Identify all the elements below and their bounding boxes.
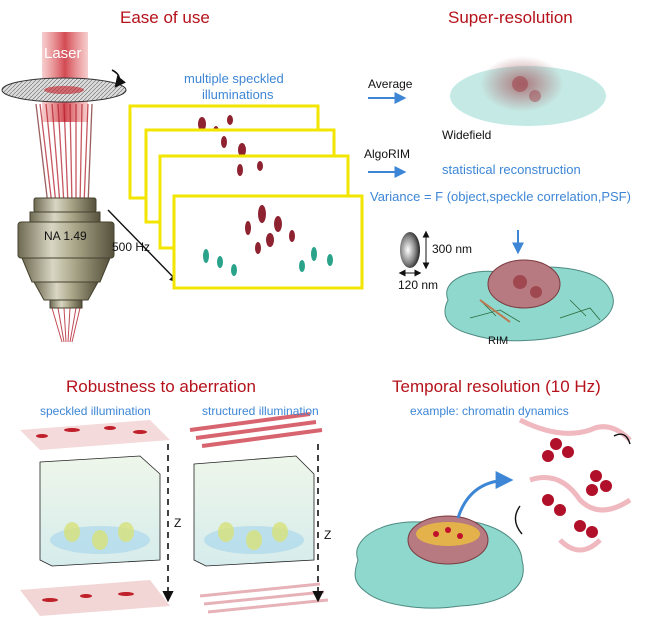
speckle-beam [35,103,93,206]
rim-label: RIM [488,335,509,347]
statistical-reconstruction-label: statistical reconstruction [442,162,581,177]
structured-tissue [189,412,329,614]
psf-ellipsoid [398,230,430,277]
super-resolution-title: Super-resolution [448,8,573,27]
algorim-label: AlgoRIM [364,147,411,161]
ease-of-use-title: Ease of use [120,8,210,27]
frequency-label: 500 Hz [112,240,151,254]
frequency-arrow [107,209,180,284]
zoom-arrow [456,471,514,519]
speckled-illumination-label: speckled illumination [40,404,151,418]
focused-beam [51,307,81,343]
lateral-size-label: 120 nm [398,278,439,292]
speckle-frame-stack [128,104,364,290]
average-label: Average [368,77,413,91]
widefield-label: Widefield [442,128,492,142]
rotation-arrow-icon [111,69,126,88]
speckled-tissue [20,420,170,616]
objective-lens [17,197,115,309]
robustness-title: Robustness to aberration [66,377,256,396]
structured-illumination-label: structured illumination [202,404,319,418]
axial-size-label: 300 nm [432,242,473,256]
diffuser-disk [1,77,127,103]
dynamic-cell [354,515,524,609]
variance-formula: Variance = F (object,speckle correlation… [370,189,631,204]
z-axis-arrows [162,444,324,603]
objective-label: NA 1.49 [44,229,87,243]
chromatin-zoom [514,417,632,553]
laser-beam [42,32,88,122]
illuminations-label-line1: multiple speckled [184,71,284,86]
z-label-left: Z [174,516,182,530]
laser-label: Laser [44,45,82,62]
z-label-right: Z [324,528,332,542]
widefield-cell [450,56,606,126]
illuminations-label-line2: illuminations [202,87,274,102]
temporal-title: Temporal resolution (10 Hz) [392,377,601,396]
example-label: example: chromatin dynamics [410,404,569,418]
rim-cell [444,259,614,342]
